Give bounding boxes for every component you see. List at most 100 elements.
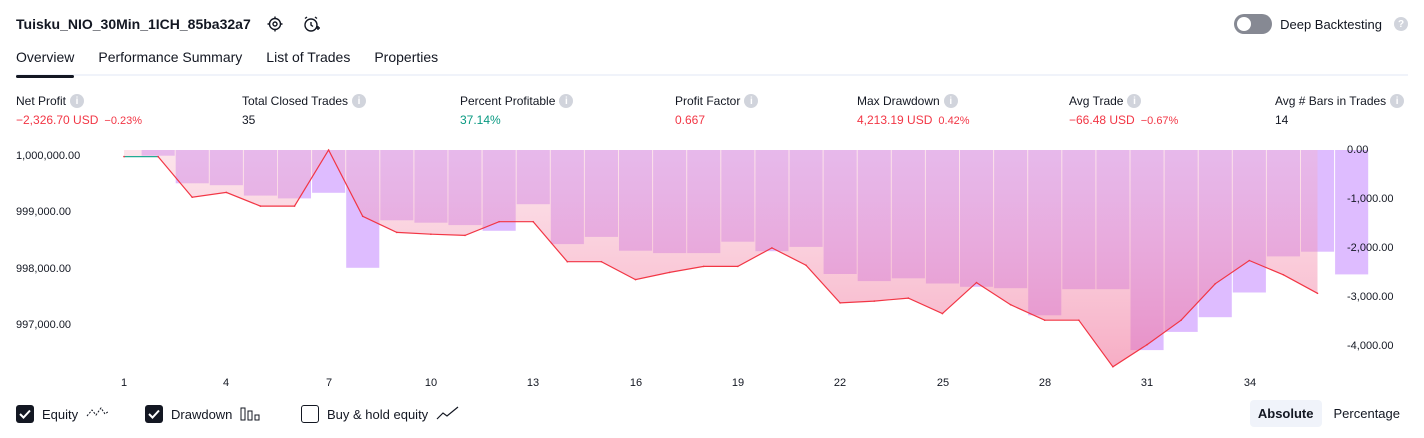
right-axis-label: 0.00 (1347, 144, 1369, 156)
x-axis-label: 19 (731, 377, 745, 389)
right-axis-label: -3,000.00 (1347, 291, 1394, 303)
legend-buy-hold[interactable]: Buy & hold equity (301, 403, 460, 425)
x-axis-label: 25 (936, 377, 950, 389)
tab-properties[interactable]: Properties (374, 49, 439, 65)
equity-point (839, 302, 841, 304)
metric-label: Max Drawdown (857, 94, 940, 108)
equity-point (771, 247, 773, 249)
equity-point (600, 260, 603, 263)
scale-mode-switch: Absolute Percentage (1249, 400, 1408, 427)
tab-overview[interactable]: Overview (16, 44, 75, 78)
tab-bar: Overview Performance Summary List of Tra… (16, 44, 1408, 78)
equity-point (361, 215, 364, 218)
metric-value: −2,326.70 USD (16, 113, 99, 127)
drawdown-checkbox[interactable] (145, 405, 163, 423)
metric-value: 37.14% (460, 113, 501, 127)
absolute-button[interactable]: Absolute (1249, 400, 1322, 427)
info-icon[interactable]: i (1127, 94, 1142, 108)
x-axis-label: 16 (629, 377, 643, 389)
equity-point (1214, 283, 1216, 285)
drawdown-label: Drawdown (171, 406, 233, 422)
legend-equity[interactable]: Equity (16, 403, 110, 425)
equity-point (873, 300, 875, 302)
equity-area (124, 150, 1318, 367)
tab-performance-summary[interactable]: Performance Summary (98, 49, 243, 65)
equity-point (907, 297, 910, 299)
metric-label: Avg # Bars in Trades (1275, 94, 1387, 108)
metric-value: 14 (1275, 113, 1289, 127)
metric-percent: 0.42% (938, 115, 970, 127)
info-icon[interactable]: i (559, 94, 574, 108)
gear-icon[interactable] (263, 12, 287, 36)
right-axis-label: -2,000.00 (1347, 242, 1394, 254)
metric-value: 0.667 (675, 113, 706, 127)
metric-value: −66.48 USD (1069, 113, 1135, 127)
equity-point (157, 155, 159, 158)
info-icon[interactable]: i (352, 94, 367, 108)
metric-label: Total Closed Trades (242, 94, 349, 108)
equity-point (464, 234, 466, 237)
strategy-header: Tuisku_NIO_30Min_1ICH_85ba32a7 (16, 12, 323, 36)
x-axis-label: 4 (222, 377, 230, 389)
buy-hold-checkbox[interactable] (301, 405, 319, 423)
legend-drawdown[interactable]: Drawdown (145, 403, 260, 425)
deep-backtesting: Deep Backtesting ? (1234, 12, 1408, 36)
equity-point (702, 265, 705, 268)
equity-point (498, 220, 500, 223)
equity-point (327, 149, 330, 151)
left-axis-label: 1,000,000.00 (16, 150, 81, 162)
x-axis-label: 31 (1140, 377, 1154, 389)
equity-point (805, 264, 807, 267)
metric-percent-profitable: Percent Profitable i 37.14% (460, 93, 574, 127)
metric-profit-factor: Profit Factor i 0.667 (675, 93, 759, 127)
info-icon[interactable]: i (943, 94, 958, 108)
metric-avg-trade: Avg Trade i −66.48 USD −0.67% (1069, 93, 1178, 127)
equity-point (1009, 303, 1012, 306)
equity-point (396, 231, 398, 234)
x-axis-label: 34 (1243, 377, 1257, 389)
left-axis-label: 997,000.00 (16, 319, 72, 331)
buy-hold-line-icon (436, 405, 460, 424)
equity-point (1078, 319, 1080, 322)
tab-list-of-trades[interactable]: List of Trades (266, 49, 351, 65)
equity-point (634, 278, 637, 281)
buy-hold-label: Buy & hold equity (327, 406, 429, 422)
equity-checkbox[interactable] (16, 405, 34, 423)
info-icon[interactable]: i (70, 94, 85, 108)
x-axis-label: 22 (833, 377, 847, 389)
equity-point (668, 271, 671, 274)
left-axis-label: 998,000.00 (16, 263, 72, 275)
metric-label: Net Profit (16, 94, 67, 108)
equity-point (1180, 319, 1182, 322)
strategy-title: Tuisku_NIO_30Min_1ICH_85ba32a7 (16, 16, 251, 32)
x-axis-label: 1 (120, 377, 128, 389)
info-icon[interactable]: i (744, 94, 759, 108)
equity-point (293, 205, 296, 207)
equity-point (1043, 319, 1046, 322)
equity-point (225, 191, 228, 194)
equity-point (1146, 343, 1148, 346)
deep-backtesting-toggle[interactable] (1234, 14, 1273, 34)
metric-label: Avg Trade (1069, 94, 1124, 108)
info-icon[interactable]: i (1390, 94, 1405, 108)
equity-point (259, 205, 262, 207)
equity-point (1316, 292, 1319, 295)
drawdown-bars-icon (240, 405, 260, 424)
equity-point (532, 220, 534, 223)
metric-percent: −0.67% (1140, 115, 1179, 127)
metric-label: Profit Factor (675, 94, 741, 108)
equity-label: Equity (42, 406, 79, 422)
metric-max-drawdown: Max Drawdown i 4,213.19 USD 0.42% (857, 93, 970, 127)
x-axis-label: 13 (526, 377, 540, 389)
x-axis-label: 10 (424, 377, 438, 389)
metric-net-profit: Net Profit i −2,326.70 USD −0.23% (16, 93, 142, 127)
equity-line-icon (86, 405, 110, 424)
alarm-clock-plus-icon[interactable] (299, 12, 323, 36)
left-axis-label: 999,000.00 (16, 206, 72, 218)
metric-value: 4,213.19 USD (857, 113, 933, 127)
equity-point (737, 265, 739, 268)
question-icon[interactable]: ? (1394, 17, 1408, 31)
equity-point (1282, 274, 1285, 276)
percentage-button[interactable]: Percentage (1333, 406, 1401, 421)
